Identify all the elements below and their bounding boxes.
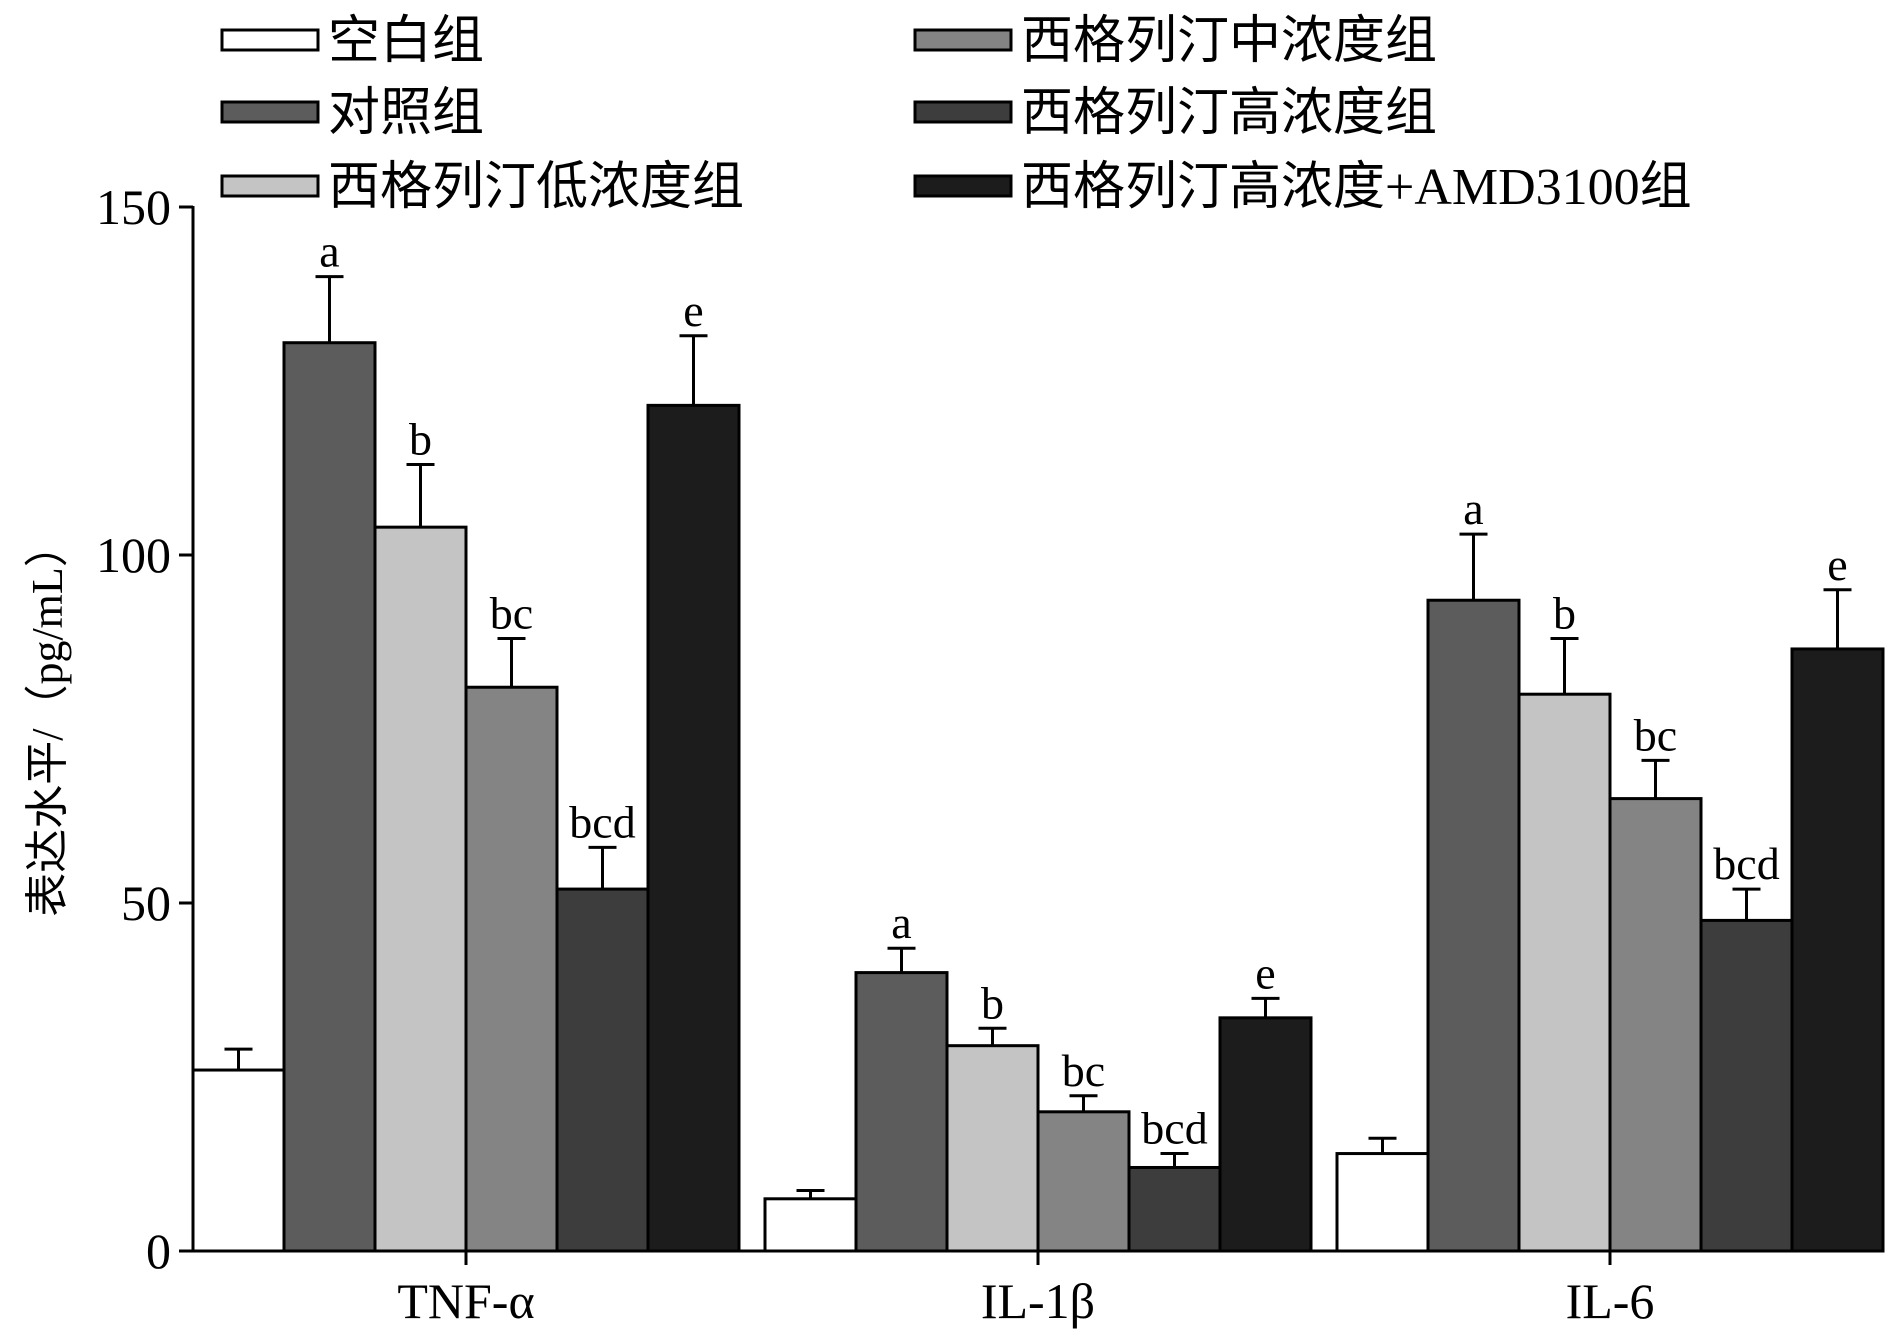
bar [282,341,377,1253]
bar [1335,1152,1430,1253]
y-tick-label: 150 [96,179,171,235]
bars [191,341,1885,1253]
bar [373,525,468,1253]
y-tick-label: 50 [121,875,171,931]
bar [1036,1110,1131,1253]
bar [191,1068,286,1253]
significance-label: b [981,977,1004,1028]
significance-label: bc [1634,709,1677,760]
bar [945,1044,1040,1253]
bar [464,685,559,1253]
significance-label: bcd [1713,838,1779,889]
significance-label: e [1827,539,1847,590]
significance-label: bc [490,588,533,639]
legend-label: 对照组 [328,85,484,142]
bar [1608,797,1703,1253]
bar [1790,647,1885,1253]
bar [1699,918,1794,1253]
bar [1218,1016,1313,1253]
bar [1426,598,1521,1253]
bar [854,971,949,1253]
legend-swatch [913,28,1013,52]
significance-label: bcd [569,796,635,847]
significance-label: e [683,285,703,336]
legend-label: 西格列汀低浓度组 [328,159,744,216]
legend-label: 空白组 [328,13,484,70]
significance-label: bc [1062,1045,1105,1096]
significance-label: a [319,226,339,277]
legend-swatch [913,100,1013,124]
y-tick-label: 100 [96,527,171,583]
significance-label: e [1255,947,1275,998]
legend-swatch [913,174,1013,198]
bar [1517,692,1612,1253]
y-axis-label: 表达水平/（pg/mL） [23,523,72,917]
x-tick-label: TNF-α [397,1273,534,1329]
y-tick-label: 0 [146,1223,171,1279]
x-tick-label: IL-1β [981,1273,1095,1329]
bar [555,887,650,1253]
legend-label: 西格列汀中浓度组 [1021,13,1437,70]
significance-label: bcd [1141,1103,1207,1154]
significance-label: b [409,414,432,465]
legend-swatch [220,174,320,198]
legend-label: 西格列汀高浓度+AMD3100组 [1021,159,1692,216]
bar [763,1197,858,1253]
legend-label: 西格列汀高浓度组 [1021,85,1437,142]
legend-swatch [220,100,320,124]
bar [1127,1165,1222,1253]
significance-label: b [1553,588,1576,639]
significance-label: a [891,897,911,948]
legend-swatch [220,28,320,52]
significance-label: a [1463,483,1483,534]
x-tick-label: IL-6 [1566,1273,1655,1329]
bar [646,403,741,1253]
axes: TNF-α IL-1β IL-6 0 50 100 150 [96,179,1884,1329]
error-bars [224,275,1852,1199]
